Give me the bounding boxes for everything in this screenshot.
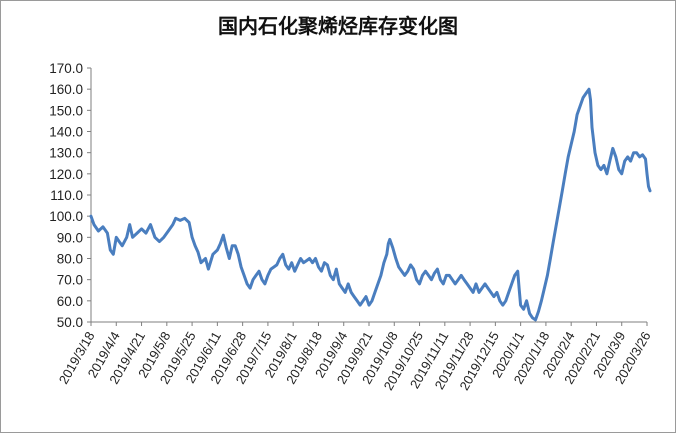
y-axis: 50.0 60.0 70.0 80.0 90.0 100.0 110.0 120.0 130.0…: [49, 61, 92, 330]
y-tick-label: 160.0: [49, 82, 83, 97]
y-tick-label: 60.0: [57, 294, 83, 309]
y-tick-label: 150.0: [49, 103, 83, 118]
y-tick-label: 120.0: [49, 167, 83, 182]
y-tick-label: 50.0: [57, 315, 83, 330]
series-group: [89, 87, 652, 322]
series-line: [89, 87, 652, 322]
y-tick-label: 90.0: [57, 230, 83, 245]
chart-title: 国内石化聚烯烃库存变化图: [218, 14, 458, 38]
y-tick-label: 70.0: [57, 273, 83, 288]
y-tick-label: 140.0: [49, 125, 83, 140]
x-tick-label: 2019/3/18: [56, 329, 98, 387]
y-tick-label: 130.0: [49, 146, 83, 161]
y-tick-label: 170.0: [49, 61, 83, 76]
y-tick-label: 110.0: [50, 188, 83, 203]
y-tick-label: 80.0: [57, 252, 83, 267]
x-axis: 2019/3/182019/4/42019/4/212019/5/82019/5…: [56, 321, 654, 393]
y-tick-label: 100.0: [49, 209, 83, 224]
